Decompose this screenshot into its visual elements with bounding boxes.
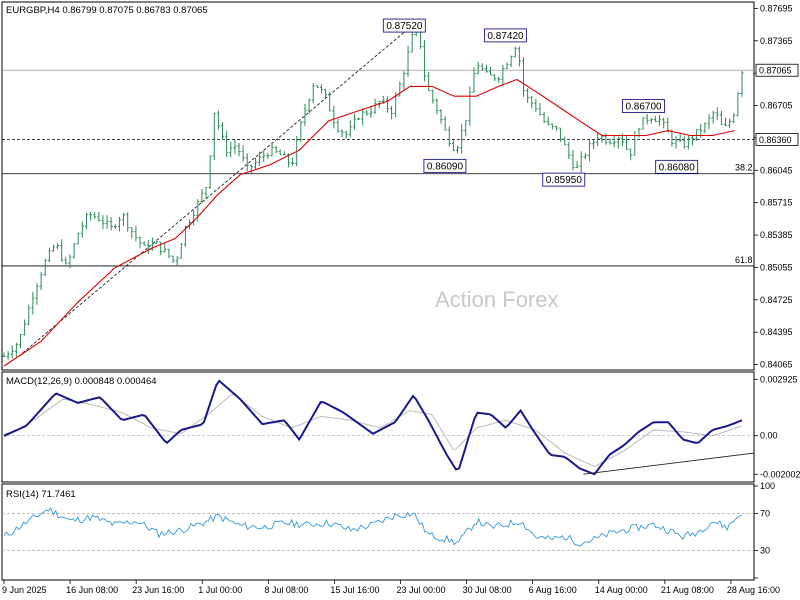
- price-annotation-box: [655, 159, 699, 174]
- price-annotation-box: [542, 172, 586, 187]
- price-axis-label: 0.84725: [760, 295, 793, 305]
- price-tag-box: [755, 132, 799, 146]
- price-axis-label: 0.86705: [760, 101, 793, 111]
- watermark: Action Forex: [435, 287, 559, 312]
- time-axis-label: 15 Jul 16:00: [330, 585, 379, 595]
- price-axis-label: 0.84065: [760, 360, 793, 370]
- price-axis-label: 0.85385: [760, 230, 793, 240]
- time-axis-label: 30 Jul 08:00: [463, 585, 512, 595]
- price-annotation-label: 0.87520: [386, 21, 423, 32]
- time-axis-label: 16 Jun 08:00: [66, 585, 118, 595]
- price-axis-label: 0.87695: [760, 3, 793, 13]
- time-axis-label: 8 Jul 08:00: [264, 585, 308, 595]
- price-tag-label: 0.87065: [759, 66, 792, 76]
- rsi-layer: [2, 507, 754, 551]
- price-annotation-label: 0.86090: [427, 161, 464, 172]
- price-annotation-box: [483, 28, 527, 43]
- rsi-title: RSI(14) 71.7461: [6, 489, 76, 500]
- macd-line: [3, 379, 743, 476]
- macd-signal-line: [3, 393, 743, 468]
- macd-layer: [2, 379, 755, 476]
- time-axis-label: 14 Aug 00:00: [595, 585, 648, 595]
- macd-axis-label: 0.00: [760, 431, 778, 441]
- price-annotation-label: 0.87420: [487, 31, 524, 42]
- time-axis-label: 1 Jul 00:00: [198, 585, 242, 595]
- symbol-header: EURGBP,H4 0.86799 0.87075 0.86783 0.8706…: [6, 5, 208, 16]
- rsi-pane-frame: [1, 483, 755, 581]
- rsi-axis-label: 30: [760, 545, 770, 555]
- price-tag-box: [755, 63, 799, 77]
- macd-title: MACD(12,26,9) 0.000848 0.000464: [6, 376, 157, 387]
- price-axis-label: 0.87365: [760, 36, 793, 46]
- price-axis-label: 0.85055: [760, 262, 793, 272]
- fib-label: 61.8: [735, 255, 753, 265]
- time-axis-label: 21 Aug 08:00: [661, 585, 714, 595]
- rsi-axis-label: 70: [760, 509, 770, 519]
- rsi-line: [3, 507, 743, 547]
- fib-label: 38.2: [735, 163, 753, 173]
- price-annotation-box: [621, 99, 665, 113]
- price-layer: 38.2 61.8 0.87520 0.87420 0.86090 0.85950 0.86…: [2, 18, 754, 367]
- price-annotation-label: 0.86080: [659, 162, 696, 173]
- time-axis-label: 23 Jul 00:00: [397, 585, 446, 595]
- price-annotation-label: 0.85950: [546, 175, 583, 186]
- price-annotation-box: [423, 158, 467, 173]
- price-axis-label: 0.86045: [760, 165, 793, 175]
- moving-average-line: [3, 78, 735, 367]
- macd-axis-label: 0.002925: [760, 374, 798, 384]
- price-tag-label: 0.86360: [759, 135, 792, 145]
- time-axis-label: 6 Aug 16:00: [529, 585, 577, 595]
- time-axis-label: 9 Jun 2025: [2, 585, 47, 595]
- time-axis-label: 28 Aug 16:00: [727, 585, 780, 595]
- price-axis-label: 0.85715: [760, 198, 793, 208]
- price-annotation-box: [382, 18, 426, 33]
- axis-layer: 0.876950.873650.870350.867050.863750.860…: [2, 3, 800, 595]
- price-annotation-label: 0.86700: [625, 102, 662, 113]
- time-axis-label: 23 Jun 16:00: [132, 585, 184, 595]
- price-axis-label: 0.84395: [760, 327, 793, 337]
- macd-trendline: [583, 452, 755, 475]
- macd-axis-label: -0.002002: [760, 469, 800, 479]
- price-pane-frame: [1, 1, 755, 371]
- rsi-axis-label: 100: [760, 481, 775, 491]
- price-trendline: [18, 25, 413, 357]
